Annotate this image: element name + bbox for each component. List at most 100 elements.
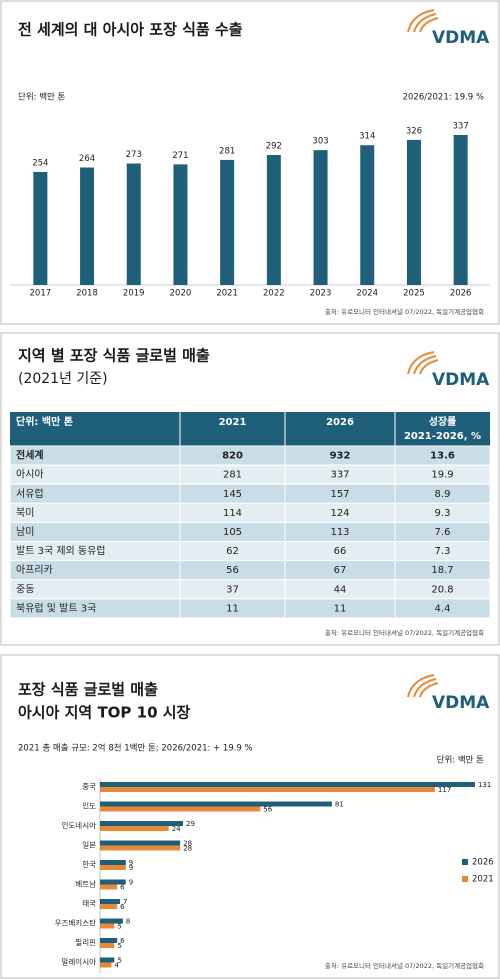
table-cell: 19.9 bbox=[431, 470, 453, 481]
bar bbox=[100, 840, 181, 846]
bar bbox=[100, 943, 115, 948]
logo-arcs bbox=[407, 9, 439, 698]
header-cell: 단위: 백만 톤 bbox=[16, 415, 73, 428]
chart-title: 포장 식품 글로벌 매출 bbox=[18, 681, 158, 699]
panel bbox=[0, 0, 500, 325]
y-tick-label: 필리핀 bbox=[75, 937, 96, 947]
table-cell: 114 bbox=[223, 508, 242, 519]
annotation: 2026/2021: 19.9 % bbox=[403, 93, 484, 103]
x-tick-label: 2021 bbox=[216, 289, 238, 299]
value-label: 131 bbox=[478, 781, 491, 789]
x-tick-label: 2023 bbox=[310, 289, 332, 299]
bar bbox=[100, 962, 112, 968]
value-label: 281 bbox=[219, 146, 235, 156]
bar bbox=[173, 164, 188, 285]
value-label: 81 bbox=[335, 801, 344, 809]
table-row bbox=[9, 598, 491, 619]
bar bbox=[100, 923, 115, 929]
value-label: 4 bbox=[114, 962, 119, 970]
bar bbox=[453, 135, 468, 285]
bar bbox=[100, 860, 126, 865]
table-row bbox=[9, 579, 491, 600]
y-tick-label: 한국 bbox=[82, 860, 96, 869]
table-cell: 145 bbox=[223, 489, 242, 500]
table-cell: 281 bbox=[223, 470, 242, 481]
table-header bbox=[10, 412, 490, 446]
table-cell: 9.3 bbox=[435, 508, 451, 519]
bar bbox=[80, 167, 95, 285]
legend-swatch bbox=[462, 859, 468, 865]
bar bbox=[33, 171, 48, 285]
x-tick-label: 2017 bbox=[30, 289, 52, 299]
bar bbox=[100, 845, 181, 851]
value-label: 56 bbox=[263, 806, 272, 814]
logo: VDMA bbox=[432, 370, 490, 390]
table-cell: 44 bbox=[334, 584, 347, 595]
bar bbox=[100, 782, 475, 787]
bar bbox=[100, 787, 435, 792]
table-row bbox=[9, 483, 491, 504]
value-label: 273 bbox=[126, 150, 142, 160]
legend-swatch bbox=[462, 876, 468, 882]
table-cell: 발트 3국 제외 동유럽 bbox=[16, 545, 106, 557]
table-cell: 남미 bbox=[16, 526, 34, 538]
table-title: 지역 별 포장 식품 글로벌 매출 bbox=[18, 347, 210, 365]
table-subtitle: (2021년 기준) bbox=[18, 371, 108, 387]
bar bbox=[100, 821, 184, 826]
table-row bbox=[9, 464, 491, 485]
source: 출처: 유로모니터 인터내셔널 07/2022, 독일기계공업협회 bbox=[325, 307, 484, 316]
x-tick-label: 2025 bbox=[403, 289, 425, 299]
value-label: 303 bbox=[312, 137, 328, 147]
table-cell: 아프리카 bbox=[16, 564, 53, 576]
table-cell: 337 bbox=[330, 470, 349, 481]
value-label: 6 bbox=[120, 884, 125, 892]
value-label: 264 bbox=[79, 154, 95, 164]
table-cell: 13.6 bbox=[430, 451, 455, 462]
bar bbox=[313, 150, 328, 285]
x-tick-label: 2020 bbox=[170, 289, 192, 299]
bar bbox=[100, 918, 123, 924]
table-cell: 18.7 bbox=[431, 565, 453, 576]
bar bbox=[360, 145, 375, 285]
table-cell: 37 bbox=[226, 584, 239, 595]
table-cell: 북미 bbox=[16, 507, 34, 519]
value-label: 254 bbox=[32, 158, 48, 168]
header-line: 성장률 bbox=[429, 415, 457, 428]
table-cell: 105 bbox=[223, 527, 242, 538]
header-line: 2021-2026, % bbox=[404, 431, 481, 442]
table-cell: 113 bbox=[330, 527, 349, 538]
x-tick-label: 2026 bbox=[450, 289, 472, 299]
x-tick-label: 2022 bbox=[263, 289, 285, 299]
value-label: 9 bbox=[129, 864, 133, 872]
value-label: 6 bbox=[120, 937, 125, 945]
logo: VDMA bbox=[432, 693, 490, 713]
value-label: 5 bbox=[117, 923, 121, 931]
bar bbox=[100, 801, 332, 807]
legend-label: 2021 bbox=[472, 875, 494, 885]
table-row bbox=[9, 521, 491, 543]
source: 출처: 유로모니터 인터내셔널 07/2022, 독일기계공업협회 bbox=[325, 628, 484, 637]
chart-subtitle: 아시아 지역 TOP 10 시장 bbox=[18, 704, 191, 722]
value-label: 7 bbox=[123, 898, 127, 906]
table-cell: 66 bbox=[334, 546, 347, 557]
table-cell: 820 bbox=[222, 451, 243, 462]
value-label: 117 bbox=[438, 786, 451, 794]
value-label: 6 bbox=[120, 903, 125, 911]
bar bbox=[266, 155, 281, 285]
table-cell: 서유럽 bbox=[16, 488, 44, 500]
x-tick-label: 2019 bbox=[123, 289, 145, 299]
value-label: 271 bbox=[172, 151, 188, 161]
y-tick-label: 태국 bbox=[82, 899, 96, 908]
value-label: 9 bbox=[129, 859, 133, 867]
bar bbox=[100, 806, 261, 812]
table-cell: 11 bbox=[226, 603, 239, 614]
table-cell: 11 bbox=[334, 603, 347, 614]
bar bbox=[100, 904, 118, 909]
table-cell: 20.8 bbox=[431, 584, 453, 595]
bar bbox=[406, 139, 421, 285]
value-label: 5 bbox=[117, 957, 121, 965]
logo: VDMA bbox=[432, 28, 490, 48]
y-tick-label: 중국 bbox=[82, 782, 96, 791]
panel bbox=[0, 654, 500, 979]
